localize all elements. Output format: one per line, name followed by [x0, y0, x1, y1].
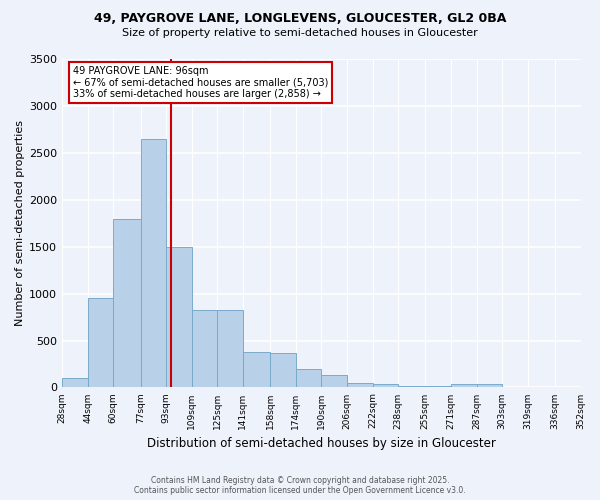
Text: Size of property relative to semi-detached houses in Gloucester: Size of property relative to semi-detach…: [122, 28, 478, 38]
Text: 49 PAYGROVE LANE: 96sqm
← 67% of semi-detached houses are smaller (5,703)
33% of: 49 PAYGROVE LANE: 96sqm ← 67% of semi-de…: [73, 66, 328, 99]
Bar: [243, 352, 270, 388]
Bar: [451, 384, 476, 388]
Bar: [113, 218, 140, 388]
Text: 49, PAYGROVE LANE, LONGLEVENS, GLOUCESTER, GL2 0BA: 49, PAYGROVE LANE, LONGLEVENS, GLOUCESTE…: [94, 12, 506, 26]
Text: Contains HM Land Registry data © Crown copyright and database right 2025.
Contai: Contains HM Land Registry data © Crown c…: [134, 476, 466, 495]
Bar: [270, 352, 296, 388]
X-axis label: Distribution of semi-detached houses by size in Gloucester: Distribution of semi-detached houses by …: [147, 437, 496, 450]
Bar: [476, 384, 502, 388]
Y-axis label: Number of semi-detached properties: Number of semi-detached properties: [15, 120, 25, 326]
Bar: [502, 386, 528, 388]
Bar: [140, 139, 166, 388]
Bar: [373, 384, 398, 388]
Bar: [166, 246, 192, 388]
Bar: [62, 378, 88, 388]
Bar: [347, 382, 373, 388]
Bar: [217, 310, 243, 388]
Bar: [398, 386, 425, 388]
Bar: [425, 386, 451, 388]
Bar: [88, 298, 113, 388]
Bar: [322, 375, 347, 388]
Bar: [192, 310, 217, 388]
Bar: [296, 368, 322, 388]
